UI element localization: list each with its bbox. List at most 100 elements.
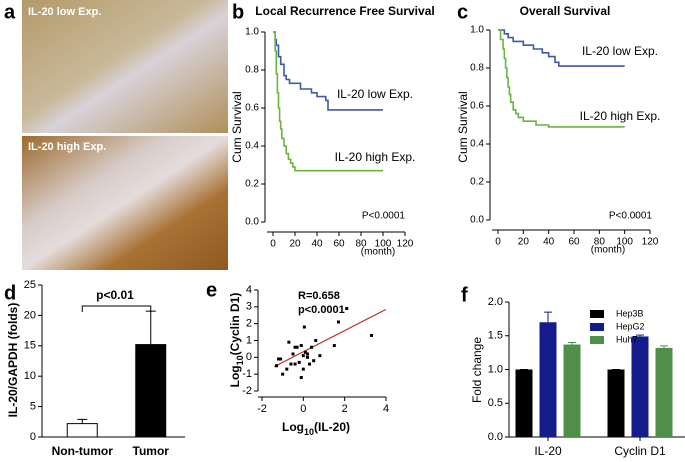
y-tick-label: 2 [246,318,252,330]
point [305,352,309,356]
annotation: P<0.0001 [609,211,653,222]
y-tick-label: 0.0 [470,215,484,226]
y-axis-label: Cum Survival [456,91,470,162]
y-tick-label: 25 [24,279,36,291]
chart-title: Overall Survival [520,4,611,18]
point [301,367,305,371]
y-axis-label: IL-20/GAPDH (folds) [6,303,20,418]
x-tick-label: 20 [518,237,530,248]
y-tick-label: 0.8 [470,63,484,74]
point [295,345,299,349]
point [345,307,349,311]
histology-image [22,136,228,270]
y-tick-label: 5 [30,401,36,413]
annotation: P<0.0001 [362,211,406,222]
y-axis-label: Fold change [470,337,484,403]
y-tick-label: 0.4 [245,141,259,152]
x-tick-label: 40 [311,239,323,250]
y-tick-label: 0.8 [245,65,259,76]
y-tick-label: 0.4 [470,139,484,150]
y-tick-label: 10 [24,370,36,382]
y-tick-label: 1.0 [470,25,484,36]
point [332,344,336,348]
legend-label: Hep3B [616,308,644,318]
x-tick-label: -2 [257,403,267,415]
y-tick-label: 0.6 [245,103,259,114]
annotation: p<0.01 [96,288,134,302]
x-tick-label: IL-20 [534,444,562,458]
x-tick-label: 80 [594,237,606,248]
x-tick-label: Non-tumor [52,444,114,458]
point [274,364,278,368]
legend-swatch [590,323,604,331]
panel-letter: c [457,1,468,23]
survival-curve [498,29,625,128]
panel-letter: d [4,282,16,304]
survival-curve [498,29,625,67]
point [301,354,305,358]
x-tick-label: 60 [568,237,580,248]
fit-line [274,308,387,368]
y-tick-label: 1.0 [245,27,259,38]
point [318,354,322,358]
significance-bracket [81,305,152,312]
point [370,333,374,337]
x-tick-label: 80 [355,239,367,250]
point [305,355,309,359]
series-label: IL-20 low Exp. [337,87,413,101]
y-tick-label: 15 [24,340,36,352]
bar [607,369,625,437]
x-tick-label: 40 [543,237,555,248]
point [291,352,295,356]
bar [66,423,98,438]
x-axis-label: (month) [591,245,625,256]
point [289,362,293,366]
label-part: (Cyclin D1) [228,293,242,356]
panel-letter: f [461,284,468,306]
x-axis-label: Log10(IL-20) [282,420,350,437]
point [308,362,312,366]
legend-label: HepG2 [616,321,645,331]
x-tick-label: 0 [495,237,501,248]
y-tick-label: 0 [30,431,36,443]
y-tick-label: 1.0 [488,363,503,375]
series-label: IL-20 high Exp. [335,150,416,164]
y-tick-label: 1.5 [488,330,503,342]
panel-letter: e [206,279,217,301]
bar [563,344,581,437]
x-tick-label: 120 [642,237,659,248]
y-tick-label: 0.0 [488,431,503,443]
y-tick-label: 0.2 [470,177,484,188]
legend-label: Huh7 [616,334,638,344]
x-tick-label: 20 [289,239,301,250]
label-part: Log [282,420,304,434]
x-tick-label: 0 [300,403,306,415]
y-tick-label: 20 [24,309,36,321]
bar [655,347,673,437]
image-caption: IL-20 high Exp. [28,141,106,153]
point [293,345,297,349]
y-tick-label: 4 [246,284,252,296]
y-tick-label: 0.2 [245,179,259,190]
label-part: (IL-20) [314,420,350,434]
point [279,357,283,361]
point [293,362,297,366]
y-tick-label: -1 [242,368,252,380]
point [297,360,301,364]
point [314,339,318,342]
x-tick-label: 0 [270,239,276,250]
point [312,359,316,363]
panel-letter: a [4,1,16,23]
point [336,320,340,324]
annotation: p<0.0001 [298,304,345,316]
bar [135,344,167,438]
legend-swatch [590,310,604,318]
chart-title: Local Recurrence Free Survival [255,4,434,18]
bar [515,369,533,437]
point [302,325,306,329]
annotation: R=0.658 [298,290,340,302]
bar [539,322,557,437]
point [299,376,303,380]
y-axis-label: Cum Survival [230,91,244,162]
